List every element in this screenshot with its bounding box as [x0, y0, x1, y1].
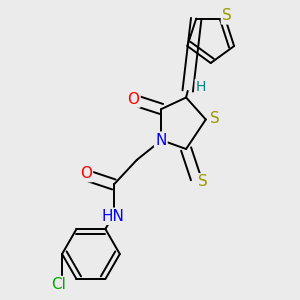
Text: H: H	[196, 80, 206, 94]
Text: Cl: Cl	[51, 277, 66, 292]
Text: O: O	[128, 92, 140, 106]
Text: S: S	[198, 174, 208, 189]
Text: O: O	[80, 166, 92, 181]
Text: N: N	[155, 133, 166, 148]
Text: S: S	[222, 8, 232, 23]
Text: S: S	[210, 111, 220, 126]
Text: HN: HN	[102, 209, 125, 224]
